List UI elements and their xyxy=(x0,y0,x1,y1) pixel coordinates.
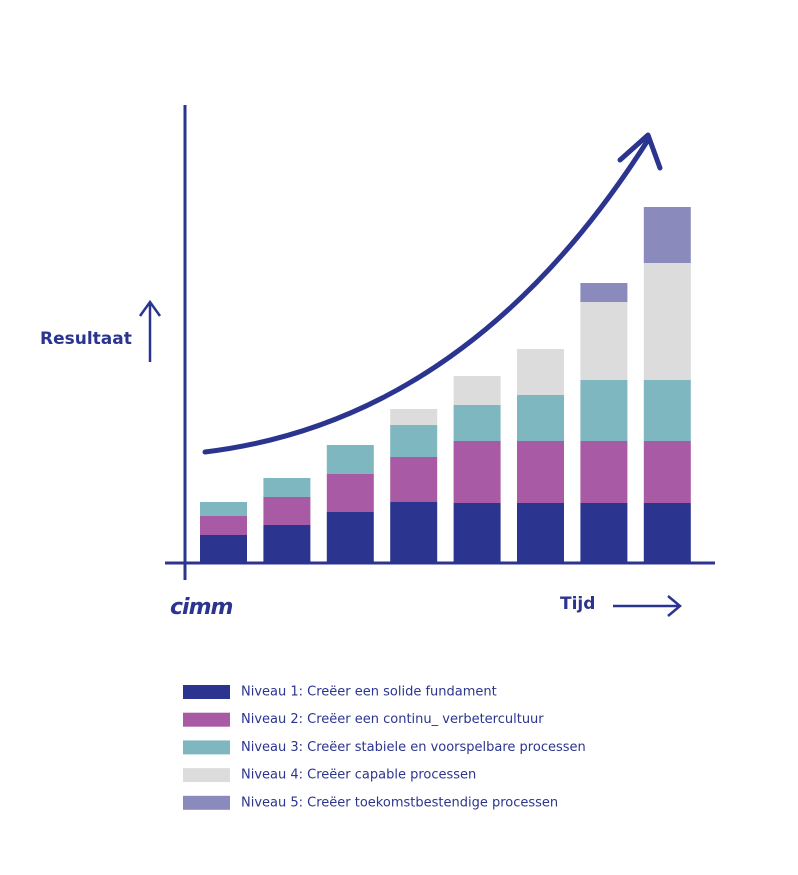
bar-segment xyxy=(326,512,374,563)
bar-segment xyxy=(580,302,628,380)
legend-label: Niveau 4: Creëer capable processen xyxy=(241,768,476,783)
bar-segment xyxy=(517,395,564,441)
bar-segment xyxy=(326,474,374,512)
bar-segment xyxy=(453,376,501,405)
bar-segment xyxy=(643,380,691,441)
bar-segment xyxy=(390,425,438,457)
bar-segment xyxy=(263,478,311,497)
growth-arrowhead xyxy=(617,132,663,171)
bar-segment xyxy=(390,409,438,425)
bar-segment xyxy=(517,349,564,395)
bar-segment xyxy=(390,502,438,563)
legend-swatch xyxy=(183,712,230,727)
x-axis-label: Tijd xyxy=(560,594,595,614)
bar-segment xyxy=(643,503,691,563)
legend-label: Niveau 3: Creëer stabiele en voorspelbar… xyxy=(241,740,586,755)
legend-swatch xyxy=(183,795,230,810)
legend-label: Niveau 2: Creëer een continu_ verbetercu… xyxy=(241,712,544,727)
bar-segment xyxy=(580,503,628,563)
legend-label: Niveau 5: Creëer toekomstbestendige proc… xyxy=(241,795,558,810)
bar-segment xyxy=(643,263,691,380)
bar-segment xyxy=(453,441,501,503)
bar-segment xyxy=(263,525,311,563)
logo: cimm xyxy=(170,595,233,620)
y-axis-label: Resultaat xyxy=(40,329,132,349)
bar-segment xyxy=(453,405,501,441)
x-arrow xyxy=(613,595,682,617)
bar-segment xyxy=(200,535,247,563)
bar-segment xyxy=(326,445,374,474)
bar-segment xyxy=(200,516,247,535)
legend-swatch xyxy=(183,685,230,699)
legend-swatch xyxy=(183,768,230,783)
growth-curve xyxy=(202,137,651,455)
legend-swatch xyxy=(183,740,230,755)
bar-segment xyxy=(643,441,691,503)
bar-segment xyxy=(263,497,311,525)
legend-label: Niveau 1: Creëer een solide fundament xyxy=(241,685,497,700)
bar-segment xyxy=(200,502,247,516)
bar-segment xyxy=(390,457,438,502)
y-arrow xyxy=(138,299,162,362)
bar-segment xyxy=(580,441,628,503)
bar-segment xyxy=(453,503,501,563)
bar-segment xyxy=(643,207,691,263)
bar-segment xyxy=(517,441,564,503)
bar-segment xyxy=(580,283,628,302)
bar-segment xyxy=(517,503,564,563)
bar-segment xyxy=(580,380,628,441)
